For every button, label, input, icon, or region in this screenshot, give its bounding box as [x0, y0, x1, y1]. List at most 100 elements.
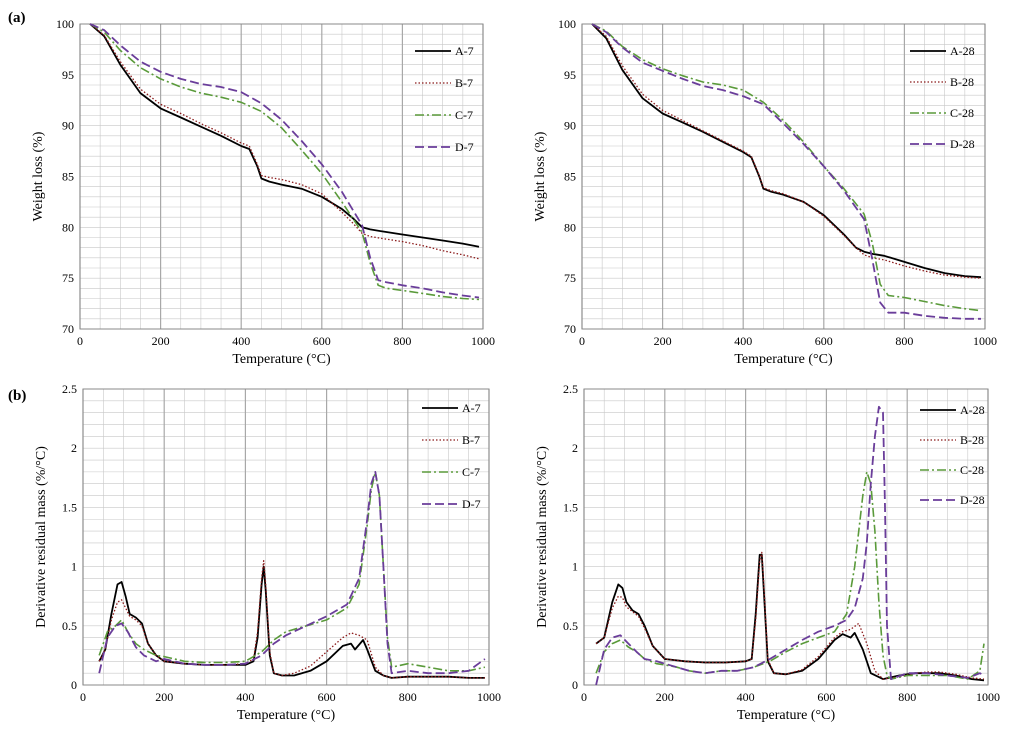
y-tick-label: 70	[564, 322, 576, 336]
x-tick-label: 1000	[976, 690, 1000, 704]
y-tick-label: 2	[71, 441, 77, 455]
y-tick-label: 100	[558, 17, 576, 31]
y-tick-label: 85	[62, 170, 74, 184]
y-tick-label: 90	[564, 119, 576, 133]
series-line-b-28	[595, 551, 985, 680]
series-line-b-7	[98, 560, 485, 679]
legend-label-d-7: D-7	[455, 140, 474, 154]
x-tick-label: 1000	[973, 334, 997, 348]
x-tick-label: 800	[393, 334, 411, 348]
y-tick-label: 1	[71, 560, 77, 574]
x-tick-label: 800	[895, 334, 913, 348]
x-tick-label: 600	[817, 690, 835, 704]
y-tick-label: 80	[564, 220, 576, 234]
y-axis-label: Derivative residual mass (%/°C)	[34, 446, 49, 628]
x-tick-label: 800	[399, 690, 417, 704]
y-tick-label: 0.5	[62, 619, 77, 633]
x-tick-label: 400	[236, 690, 254, 704]
x-tick-label: 600	[318, 690, 336, 704]
plot-frame	[583, 388, 989, 686]
x-tick-label: 200	[152, 334, 170, 348]
x-tick-label: 600	[815, 334, 833, 348]
y-tick-label: 85	[564, 170, 576, 184]
y-tick-label: 80	[62, 220, 74, 234]
legend-label-c-7: C-7	[455, 108, 473, 122]
series-line-c-7	[98, 471, 486, 672]
y-tick-label: 1	[572, 560, 578, 574]
y-axis-label: Weight loss (%)	[533, 131, 548, 221]
legend-label-a-7: A-7	[462, 401, 481, 415]
y-tick-label: 75	[564, 271, 576, 285]
legend-label-d-28: D-28	[950, 137, 975, 151]
legend-label-b-28: B-28	[960, 433, 984, 447]
y-tick-label: 95	[564, 68, 576, 82]
series-line-c-28	[591, 23, 982, 312]
y-tick-label: 2.5	[563, 382, 578, 396]
legend-label-a-28: A-28	[950, 44, 975, 58]
y-tick-label: 75	[62, 271, 74, 285]
legend-label-c-28: C-28	[950, 106, 974, 120]
chart-panel-2: 0 200 400 600 800 1000 70 75 80 85 90 95 100 Temperat…	[533, 17, 997, 367]
chart-panel-4: 0 200 400 600 800 1000 0 0.5 1 1.5 2 2.5 Temperature…	[535, 382, 1000, 723]
y-tick-label: 1.5	[563, 500, 578, 514]
panel-label-a: (a)	[8, 10, 26, 26]
panel-label-b: (b)	[8, 388, 27, 404]
y-tick-label: 2.5	[62, 382, 77, 396]
y-tick-label: 2	[572, 441, 578, 455]
legend-label-b-7: B-7	[462, 433, 480, 447]
y-tick-label: 0	[572, 678, 578, 692]
x-tick-label: 400	[737, 690, 755, 704]
y-axis-label: Weight loss (%)	[31, 131, 46, 221]
x-tick-label: 0	[77, 334, 83, 348]
series-line-b-28	[591, 23, 982, 279]
legend-label-b-28: B-28	[950, 75, 974, 89]
x-axis-label: Temperature (°C)	[734, 352, 833, 367]
plot-frame	[79, 23, 484, 330]
x-axis-label: Temperature (°C)	[737, 708, 836, 723]
series-line-a-7	[98, 565, 485, 679]
series-line-d-28	[591, 23, 981, 320]
x-tick-label: 200	[656, 690, 674, 704]
x-tick-label: 200	[155, 690, 173, 704]
legend-label-b-7: B-7	[455, 76, 473, 90]
series-line-a-28	[591, 23, 982, 279]
y-tick-label: 0.5	[563, 619, 578, 633]
x-tick-label: 400	[232, 334, 250, 348]
x-axis-label: Temperature (°C)	[232, 352, 331, 367]
legend-label-c-7: C-7	[462, 465, 480, 479]
x-tick-label: 600	[313, 334, 331, 348]
series-line-d-28	[595, 405, 985, 686]
series-line-d-7	[89, 23, 480, 299]
x-tick-label: 0	[80, 690, 86, 704]
y-tick-label: 95	[62, 68, 74, 82]
x-axis-label: Temperature (°C)	[237, 708, 336, 723]
plot-frame	[82, 388, 490, 686]
x-tick-label: 1000	[471, 334, 495, 348]
y-tick-label: 100	[56, 17, 74, 31]
chart-panel-3: 0 200 400 600 800 1000 0 0.5 1 1.5 2 2.5 Temperature…	[34, 382, 501, 723]
series-line-b-7	[89, 23, 480, 260]
y-tick-label: 70	[62, 322, 74, 336]
legend-label-a-28: A-28	[960, 403, 985, 417]
series-line-a-28	[595, 553, 985, 682]
y-tick-label: 90	[62, 119, 74, 133]
series-line-d-7	[98, 470, 486, 675]
legend-label-d-28: D-28	[960, 493, 985, 507]
legend-label-c-28: C-28	[960, 463, 984, 477]
x-tick-label: 400	[734, 334, 752, 348]
series-line-a-7	[89, 23, 480, 248]
y-tick-label: 1.5	[62, 500, 77, 514]
legend-label-d-7: D-7	[462, 497, 481, 511]
x-tick-label: 0	[581, 690, 587, 704]
x-tick-label: 800	[898, 690, 916, 704]
y-tick-label: 0	[71, 678, 77, 692]
x-tick-label: 0	[579, 334, 585, 348]
chart-panel-1: 0 200 400 600 800 1000 70 75 80 85 90 95 100 Temperat…	[31, 17, 495, 367]
y-axis-label: Derivative residual mass (%/°C)	[535, 446, 550, 628]
x-tick-label: 1000	[477, 690, 501, 704]
plot-frame	[581, 23, 986, 330]
legend-label-a-7: A-7	[455, 44, 474, 58]
x-tick-label: 200	[654, 334, 672, 348]
